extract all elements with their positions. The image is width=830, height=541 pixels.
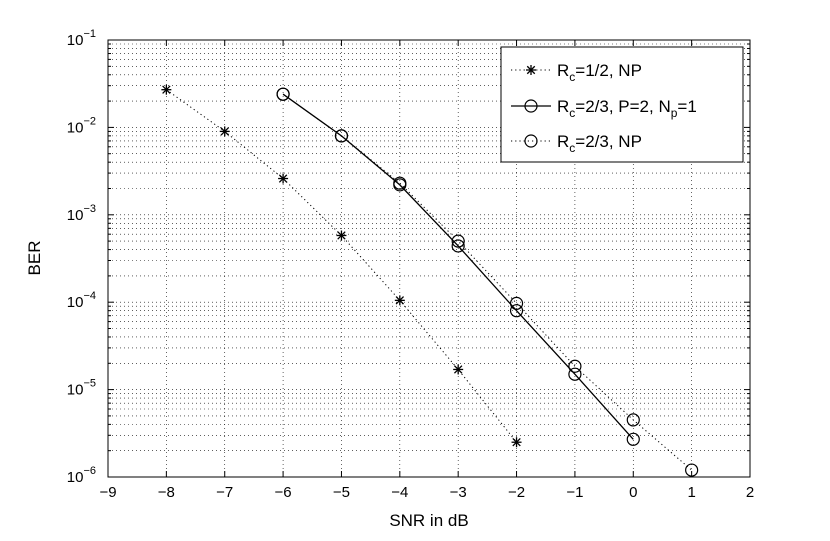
series-3-point — [451, 234, 465, 248]
x-tick-label: −5 — [333, 484, 350, 501]
y-tick-label: 10−6 — [67, 465, 96, 486]
series-3-point — [568, 359, 582, 373]
ticks: −9 −8 −7 −6 −5 −4 −3 −2 −1 0 1 2 10−6 10−5 10−4 10−3 10−… — [67, 28, 754, 501]
asterisk-stroke — [512, 438, 521, 447]
series-3-point — [509, 296, 524, 310]
x-tick-label: −8 — [158, 484, 175, 501]
asterisk-stroke — [278, 174, 288, 183]
series-1-point — [394, 295, 405, 306]
legend-label-2: Rc=2/3, P=2, Np=1 — [557, 97, 697, 120]
asterisk-stroke — [395, 296, 405, 305]
series-2-point — [626, 432, 640, 446]
series-3-point — [393, 176, 407, 190]
x-tick-label: −4 — [391, 484, 408, 501]
series-1 — [161, 84, 522, 448]
series-3-point — [276, 87, 290, 101]
series-2-point — [568, 367, 582, 381]
series-3-point — [334, 129, 349, 143]
y-tick-label: 10−2 — [67, 115, 96, 136]
legend-marker-2 — [524, 99, 538, 113]
y-tick-label: 10−3 — [67, 203, 96, 224]
asterisk-stroke — [220, 127, 229, 136]
x-tick-label: −3 — [450, 484, 467, 501]
x-tick-label: −6 — [275, 484, 292, 501]
series-1-point — [336, 230, 347, 241]
x-tick-label: −7 — [216, 484, 233, 501]
asterisk-stroke — [453, 365, 463, 374]
series-1-point — [219, 126, 230, 137]
legend-label-1: Rc=1/2, NP — [557, 61, 642, 84]
series-1-point — [511, 437, 522, 448]
plot-frame — [107, 39, 751, 478]
legend-marker-3 — [524, 134, 538, 148]
series-1-point — [161, 84, 172, 95]
series-layer — [161, 84, 699, 477]
legend-label-3: Rc=2/3, NP — [557, 132, 642, 155]
x-tick-label: −1 — [566, 484, 583, 501]
y-tick-label: 10−4 — [67, 290, 96, 311]
legend-box — [500, 46, 744, 163]
y-tick-label: 10−5 — [67, 378, 96, 399]
series-2-point — [509, 304, 524, 318]
legend-marker-1 — [526, 65, 536, 75]
y-tick-label: 10−1 — [67, 28, 96, 49]
x-tick-label: 0 — [629, 484, 637, 501]
legend: Rc=1/2, NP Rc=2/3, P=2, Np=1 Rc=2/3, NP — [500, 46, 744, 163]
series-3-line — [282, 93, 692, 471]
x-tick-label: 2 — [746, 484, 754, 501]
y-axis-label: BER — [25, 241, 44, 276]
series-2-point — [451, 239, 465, 253]
x-tick-label: 1 — [687, 484, 695, 501]
asterisk-stroke — [337, 231, 346, 240]
asterisk-stroke — [526, 65, 536, 75]
series-3-point — [626, 413, 640, 427]
x-tick-label: −9 — [99, 484, 116, 501]
asterisk-stroke — [162, 85, 171, 94]
series-1-point — [453, 364, 464, 375]
series-1-point — [278, 173, 289, 184]
x-tick-label: −2 — [508, 484, 525, 501]
x-axis-label: SNR in dB — [389, 511, 468, 530]
